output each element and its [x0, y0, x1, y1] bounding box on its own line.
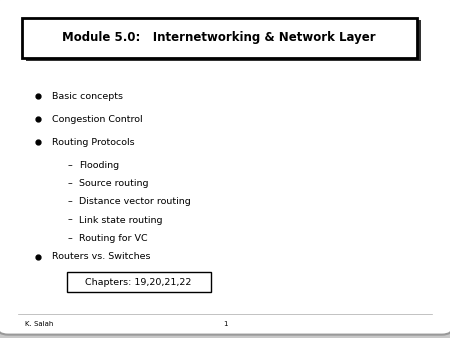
Text: Routing Protocols: Routing Protocols	[52, 138, 135, 147]
Text: –: –	[68, 216, 72, 224]
Text: Congestion Control: Congestion Control	[52, 115, 142, 124]
Text: Link state routing: Link state routing	[79, 216, 162, 224]
Text: –: –	[68, 234, 72, 243]
Text: Chapters: 19,20,21,22: Chapters: 19,20,21,22	[86, 278, 192, 287]
Text: K. Salah: K. Salah	[25, 321, 53, 327]
Text: –: –	[68, 197, 72, 206]
Text: Distance vector routing: Distance vector routing	[79, 197, 190, 206]
Text: –: –	[68, 179, 72, 188]
Text: –: –	[68, 161, 72, 170]
Text: Basic concepts: Basic concepts	[52, 92, 123, 101]
FancyBboxPatch shape	[26, 20, 421, 61]
FancyBboxPatch shape	[67, 272, 211, 292]
Text: 1: 1	[223, 321, 227, 327]
Text: Flooding: Flooding	[79, 161, 119, 170]
Text: Routing for VC: Routing for VC	[79, 234, 148, 243]
Text: Module 5.0:   Internetworking & Network Layer: Module 5.0: Internetworking & Network La…	[63, 31, 376, 44]
Text: Source routing: Source routing	[79, 179, 148, 188]
FancyBboxPatch shape	[22, 18, 417, 58]
Text: Routers vs. Switches: Routers vs. Switches	[52, 252, 150, 261]
